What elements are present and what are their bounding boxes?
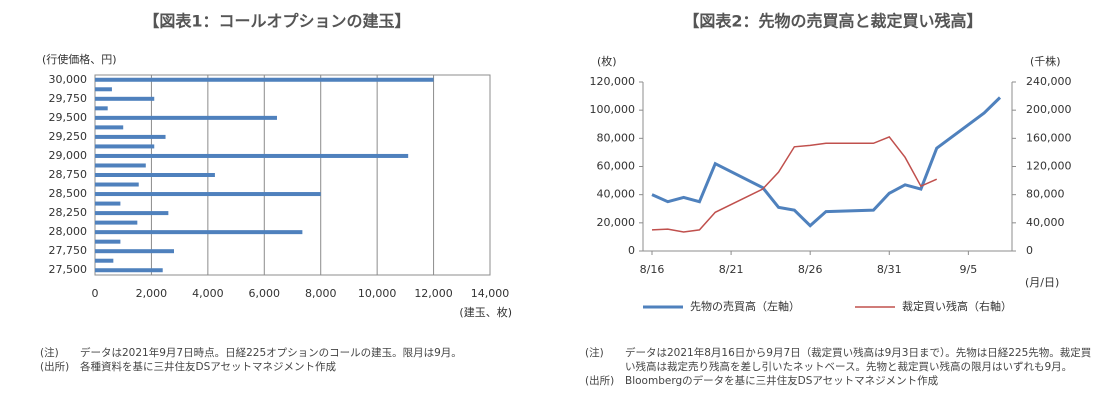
bar bbox=[95, 220, 138, 225]
bar bbox=[95, 153, 409, 158]
bar bbox=[95, 106, 108, 111]
x-tick-label: 12,000 bbox=[414, 287, 453, 300]
note-label: (出所) bbox=[585, 375, 615, 387]
x-axis-label: (月/日) bbox=[1025, 276, 1059, 289]
bar bbox=[95, 163, 146, 168]
x-tick-label: 9/5 bbox=[960, 263, 978, 276]
bar bbox=[95, 268, 163, 273]
x-tick-label: 0 bbox=[92, 287, 99, 300]
y2-tick-label: 240,000 bbox=[1026, 75, 1072, 88]
bar bbox=[95, 96, 155, 101]
y-tick-label: 40,000 bbox=[597, 188, 636, 201]
y-tick-label: 27,500 bbox=[49, 263, 88, 276]
y-tick-label: 80,000 bbox=[597, 131, 636, 144]
note: (注) データは2021年8月16日から9月7日（裁定買い残高は9月3日まで）。先… bbox=[585, 346, 1095, 374]
y2-tick-label: 40,000 bbox=[1026, 216, 1065, 229]
bar bbox=[95, 201, 121, 206]
bar bbox=[95, 87, 112, 92]
y-axis-label: (行使価格、円) bbox=[42, 52, 117, 66]
chart-title: 【図表2：先物の売買高と裁定買い残高】 bbox=[683, 12, 982, 31]
bar bbox=[95, 230, 303, 235]
y2-tick-label: 200,000 bbox=[1026, 103, 1072, 116]
note-text: 各種資料を基に三井住友DSアセットマネジメント作成 bbox=[80, 361, 337, 373]
x-tick-label: 8/26 bbox=[798, 263, 823, 276]
y-axis-label: (枚) bbox=[597, 54, 617, 68]
note: (注) データは2021年9月7日時点。日経225オプションのコールの建玉。限月は… bbox=[40, 346, 520, 360]
x-tick-label: 6,000 bbox=[249, 287, 281, 300]
note: (出所) Bloombergのデータを基に三井住友DSアセットマネジメント作成 bbox=[585, 374, 1095, 388]
y2-tick-label: 120,000 bbox=[1026, 160, 1072, 173]
bar bbox=[95, 134, 166, 139]
bar bbox=[95, 125, 124, 130]
notes-2: (注) データは2021年8月16日から9月7日（裁定買い残高は9月3日まで）。先… bbox=[585, 346, 1095, 388]
bar bbox=[95, 173, 215, 177]
bar bbox=[95, 258, 114, 263]
bar bbox=[95, 192, 321, 197]
y-tick-label: 120,000 bbox=[590, 75, 636, 88]
y-tick-label: 29,000 bbox=[49, 149, 88, 162]
bar bbox=[95, 239, 121, 244]
chart-title: 【図表1：コールオプションの建玉】 bbox=[143, 12, 410, 31]
note-label: (注) bbox=[585, 347, 604, 359]
y2-axis-label: (千株) bbox=[1030, 54, 1061, 68]
y2-tick-label: 80,000 bbox=[1026, 188, 1065, 201]
x-tick-label: 2,000 bbox=[136, 287, 168, 300]
legend-label: 先物の売買高（左軸） bbox=[690, 299, 800, 313]
x-tick-label: 8,000 bbox=[305, 287, 337, 300]
bar bbox=[95, 77, 434, 82]
y2-tick-label: 0 bbox=[1026, 244, 1033, 257]
note-text: Bloombergのデータを基に三井住友DSアセットマネジメント作成 bbox=[625, 375, 939, 387]
y-tick-label: 100,000 bbox=[590, 103, 636, 116]
y-tick-label: 28,750 bbox=[49, 168, 88, 181]
series-line bbox=[651, 96, 1002, 228]
y-tick-label: 27,750 bbox=[49, 244, 88, 257]
y-tick-label: 29,250 bbox=[49, 130, 88, 143]
x-axis-label: (建玉、枚) bbox=[459, 305, 512, 319]
note-text: データは2021年8月16日から9月7日（裁定買い残高は9月3日まで）。先物は日… bbox=[625, 347, 1092, 373]
note-label: (出所) bbox=[40, 361, 70, 373]
x-tick-label: 8/16 bbox=[640, 263, 665, 276]
x-tick-label: 4,000 bbox=[192, 287, 224, 300]
y-tick-label: 28,000 bbox=[49, 225, 88, 238]
series-line bbox=[651, 136, 938, 233]
notes-1: (注) データは2021年9月7日時点。日経225オプションのコールの建玉。限月は… bbox=[40, 346, 520, 374]
bar bbox=[95, 182, 139, 187]
note: (出所) 各種資料を基に三井住友DSアセットマネジメント作成 bbox=[40, 360, 520, 374]
x-tick-label: 8/21 bbox=[719, 263, 744, 276]
x-tick-label: 10,000 bbox=[358, 287, 397, 300]
y-tick-label: 28,250 bbox=[49, 206, 88, 219]
y-tick-label: 0 bbox=[628, 244, 635, 257]
y-tick-label: 28,500 bbox=[49, 187, 88, 200]
bar bbox=[95, 249, 174, 254]
bar bbox=[95, 211, 169, 216]
note-label: (注) bbox=[40, 347, 59, 359]
legend-label: 裁定買い残高（右軸） bbox=[902, 299, 1012, 313]
bar bbox=[95, 144, 155, 149]
y-tick-label: 29,750 bbox=[49, 92, 88, 105]
y-tick-label: 30,000 bbox=[49, 73, 88, 86]
x-tick-label: 14,000 bbox=[471, 287, 510, 300]
y-tick-label: 60,000 bbox=[597, 160, 636, 173]
note-text: データは2021年9月7日時点。日経225オプションのコールの建玉。限月は9月。 bbox=[80, 347, 462, 359]
x-tick-label: 8/31 bbox=[877, 263, 902, 276]
y-tick-label: 29,500 bbox=[49, 111, 88, 124]
y2-tick-label: 160,000 bbox=[1026, 131, 1072, 144]
charts: 【図表1：コールオプションの建玉】 (行使価格、円) (建玉、枚) 0 2,000 4,0… bbox=[42, 12, 1072, 320]
y-tick-label: 20,000 bbox=[597, 216, 636, 229]
bar bbox=[95, 115, 277, 120]
